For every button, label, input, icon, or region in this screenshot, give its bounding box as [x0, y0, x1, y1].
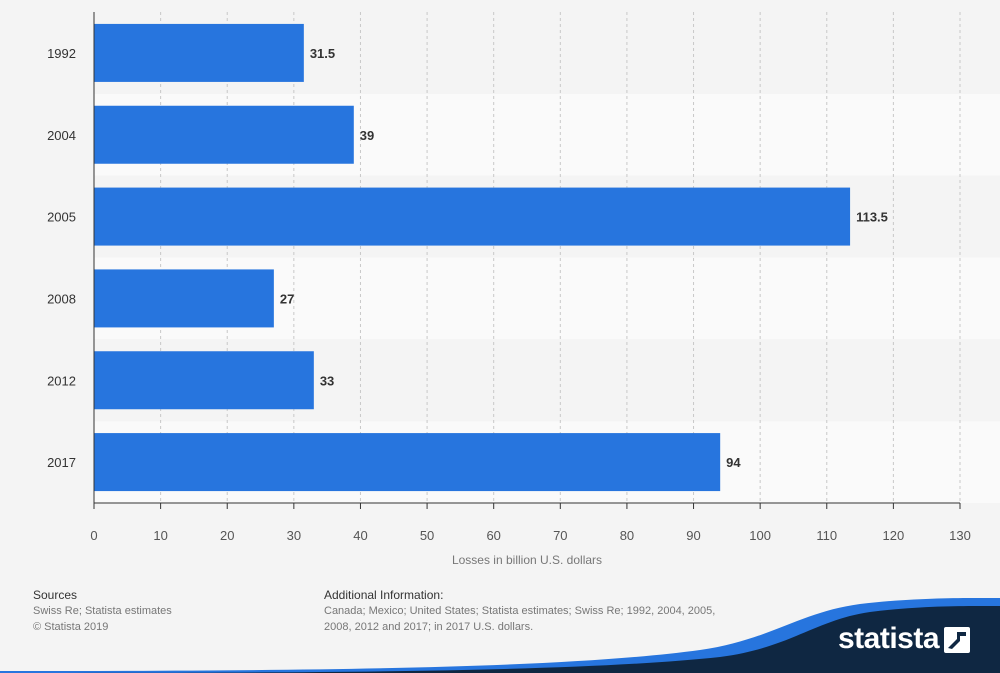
bar-chart: 0 10 20 30 40 50 60 70 80 90 100 110 120 130 1992 31.5 2…: [47, 12, 971, 567]
x-tick-label: 60: [486, 528, 500, 543]
category-label: 2004: [47, 128, 76, 143]
value-label: 39: [360, 128, 374, 143]
copyright-text: © Statista 2019: [33, 621, 109, 633]
statista-logo-icon[interactable]: [944, 627, 970, 653]
bar[interactable]: [94, 187, 851, 246]
x-tick-label: 100: [749, 528, 771, 543]
value-label: 33: [320, 373, 334, 388]
x-tick-label: 130: [949, 528, 971, 543]
labels: 0 10 20 30 40 50 60 70 80 90 100 110 120 130 1992 31.5 2…: [47, 46, 971, 543]
category-label: 2008: [47, 291, 76, 306]
x-axis-title: Losses in billion U.S. dollars: [452, 553, 602, 567]
brand-wave-dark: [0, 605, 1000, 673]
x-tick-label: 0: [90, 528, 97, 543]
bars: [94, 23, 851, 492]
bar[interactable]: [94, 433, 721, 492]
sources-text: Swiss Re; Statista estimates: [33, 605, 172, 617]
bar[interactable]: [94, 351, 314, 410]
bar[interactable]: [94, 105, 354, 164]
x-tick-label: 110: [816, 528, 837, 543]
x-tick-label: 80: [620, 528, 634, 543]
x-tick-label: 50: [420, 528, 434, 543]
x-tick-label: 30: [287, 528, 301, 543]
sources-block: Sources Swiss Re; Statista estimates © S…: [33, 588, 172, 635]
bar[interactable]: [94, 269, 274, 328]
value-label: 113.5: [856, 210, 888, 225]
value-label: 94: [726, 455, 741, 470]
sources-title: Sources: [33, 588, 78, 602]
category-label: 2012: [47, 373, 76, 388]
additional-info-text: Canada; Mexico; United States; Statista …: [324, 605, 716, 633]
gridlines: [93, 12, 961, 509]
category-label: 1992: [47, 46, 76, 61]
x-tick-label: 20: [220, 528, 234, 543]
x-tick-label: 40: [353, 528, 367, 543]
category-label: 2017: [47, 455, 76, 470]
bar[interactable]: [94, 23, 304, 82]
x-tick-label: 10: [153, 528, 167, 543]
value-label: 31.5: [310, 46, 335, 61]
category-label: 2005: [47, 210, 76, 225]
x-tick-label: 70: [553, 528, 567, 543]
additional-info-block: Additional Information: Canada; Mexico; …: [324, 588, 724, 635]
x-tick-label: 120: [883, 528, 905, 543]
value-label: 27: [280, 291, 294, 306]
statista-logo-text[interactable]: statista: [838, 622, 940, 655]
additional-info-title: Additional Information:: [324, 588, 444, 602]
x-tick-label: 90: [686, 528, 700, 543]
